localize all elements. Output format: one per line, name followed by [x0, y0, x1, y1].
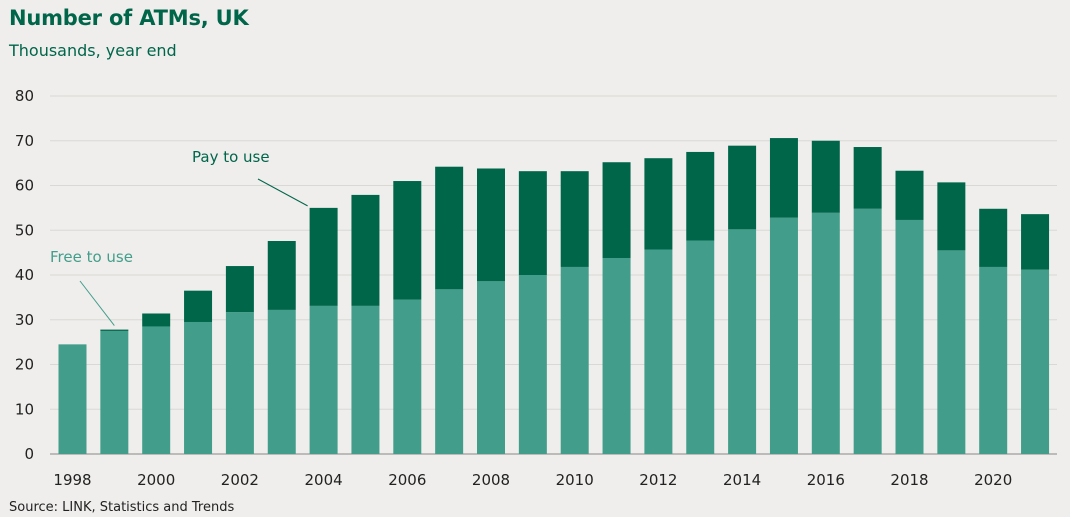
- bar-free-to-use: [225, 312, 254, 454]
- bar-free-to-use: [644, 249, 673, 454]
- bar-pay-to-use: [1021, 214, 1050, 270]
- x-tick-label: 2012: [639, 471, 677, 489]
- bar-free-to-use: [686, 240, 715, 454]
- bar-free-to-use: [267, 309, 296, 454]
- y-tick-label: 50: [15, 221, 34, 239]
- bar-pay-to-use: [518, 171, 547, 275]
- annotation-pay-to-use: Pay to use: [192, 148, 270, 166]
- bar-free-to-use: [979, 266, 1008, 454]
- y-tick-label: 20: [15, 356, 34, 374]
- bar-pay-to-use: [937, 182, 966, 251]
- bar-pay-to-use: [895, 170, 924, 220]
- bar-free-to-use: [100, 330, 129, 454]
- x-tick-label: 2002: [221, 471, 259, 489]
- annotation-free-to-use: Free to use: [50, 248, 133, 266]
- y-tick-label: 70: [15, 132, 34, 150]
- bar-pay-to-use: [477, 168, 505, 282]
- x-tick-label: 2006: [388, 471, 426, 489]
- chart-subtitle: Thousands, year end: [9, 41, 177, 60]
- annotation-pointer-pay: [257, 178, 308, 207]
- x-tick-label: 2010: [556, 471, 594, 489]
- y-tick-label: 10: [15, 400, 34, 418]
- bar-free-to-use: [393, 299, 422, 454]
- y-tick-label: 80: [15, 87, 34, 105]
- bar-free-to-use: [184, 321, 213, 454]
- bar-free-to-use: [477, 281, 505, 454]
- x-tick-label: 2000: [137, 471, 175, 489]
- x-tick-label: 2008: [472, 471, 510, 489]
- bar-pay-to-use: [686, 151, 715, 241]
- bar-free-to-use: [142, 326, 171, 454]
- bar-pay-to-use: [184, 290, 213, 322]
- x-tick-label: 2018: [890, 471, 928, 489]
- bar-free-to-use: [728, 229, 757, 454]
- bar-pay-to-use: [142, 313, 171, 327]
- x-tick-label: 2016: [807, 471, 845, 489]
- y-tick-label: 0: [24, 445, 34, 463]
- bar-free-to-use: [518, 275, 547, 454]
- bar-pay-to-use: [644, 158, 673, 250]
- bar-free-to-use: [602, 257, 631, 454]
- annotation-pointer-free: [79, 280, 115, 326]
- bar-pay-to-use: [309, 207, 338, 306]
- bar-pay-to-use: [853, 147, 882, 209]
- bar-free-to-use: [560, 266, 589, 454]
- bar-pay-to-use: [728, 145, 757, 230]
- x-tick-label: 2004: [305, 471, 343, 489]
- y-tick-label: 40: [15, 266, 34, 284]
- bar-free-to-use: [853, 208, 882, 454]
- bar-free-to-use: [811, 212, 840, 454]
- x-tick-label: 2014: [723, 471, 761, 489]
- bar-pay-to-use: [811, 140, 840, 213]
- chart-title: Number of ATMs, UK: [9, 6, 249, 30]
- bar-free-to-use: [435, 289, 464, 454]
- x-tick-label: 1998: [53, 471, 91, 489]
- bar-pay-to-use: [560, 171, 589, 267]
- bar-pay-to-use: [979, 208, 1008, 267]
- bar-pay-to-use: [100, 329, 129, 331]
- bar-pay-to-use: [769, 138, 798, 218]
- y-tick-label: 30: [15, 311, 34, 329]
- bar-pay-to-use: [225, 266, 254, 313]
- bar-pay-to-use: [267, 240, 296, 310]
- x-tick-label: 2020: [974, 471, 1012, 489]
- bar-pay-to-use: [393, 181, 422, 300]
- bar-pay-to-use: [435, 166, 464, 290]
- bar-pay-to-use: [602, 162, 631, 258]
- y-tick-label: 60: [15, 177, 34, 195]
- bar-free-to-use: [58, 344, 87, 454]
- bar-pay-to-use: [351, 194, 380, 306]
- source-note: Source: LINK, Statistics and Trends: [9, 500, 235, 515]
- bar-free-to-use: [309, 305, 338, 454]
- bar-free-to-use: [351, 305, 380, 454]
- bar-free-to-use: [1021, 269, 1050, 454]
- bar-free-to-use: [937, 250, 966, 454]
- bar-free-to-use: [895, 219, 924, 454]
- bar-free-to-use: [769, 217, 798, 454]
